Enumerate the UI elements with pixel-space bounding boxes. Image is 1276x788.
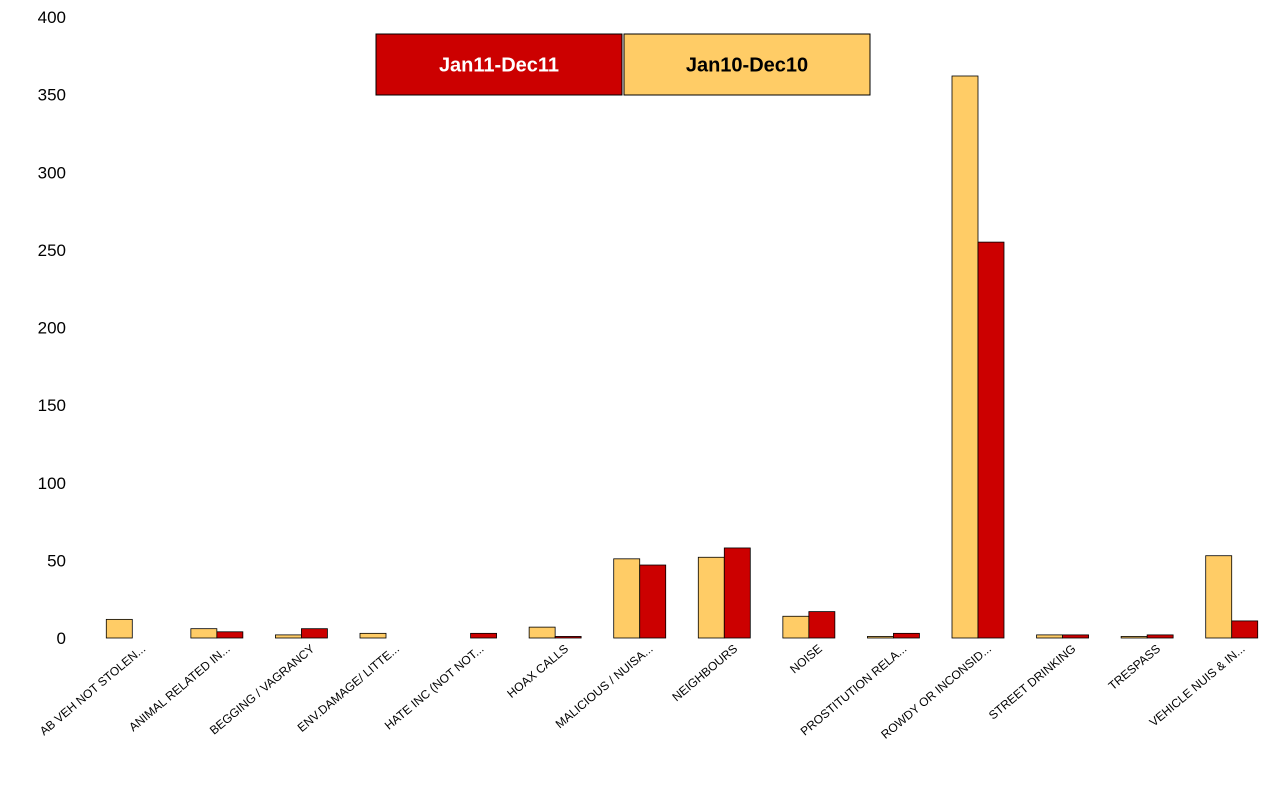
bar-jan10-dec10 (697, 556, 725, 639)
bar-jan11-dec11 (301, 628, 328, 639)
bar-jan10-dec10 (275, 634, 302, 639)
x-tick-label: NEIGHBOURS (669, 642, 740, 705)
y-tick-label: 0 (57, 629, 66, 648)
bar-jan11-dec11 (470, 632, 497, 639)
bar-jan11-dec11 (639, 564, 667, 639)
bar-jan10-dec10 (528, 626, 556, 639)
bar-jan10-dec10 (782, 615, 810, 639)
x-tick-label: VEHICLE NUIS & IN... (1147, 642, 1248, 730)
bars (105, 75, 1259, 639)
x-tick-label: MALICIOUS / NUISA... (553, 642, 656, 732)
bar-jan11-dec11 (1062, 634, 1089, 639)
y-tick-label: 200 (38, 319, 66, 338)
y-axis: 0 50 100 150 200 250 300 350 400 (38, 8, 66, 648)
y-tick-label: 150 (38, 396, 66, 415)
y-tick-label: 100 (38, 474, 66, 493)
legend-swatch (375, 33, 623, 96)
bar-jan10-dec10 (867, 636, 894, 639)
bar-jan10-dec10 (105, 618, 133, 639)
legend: Jan11-Dec11 Jan10-Dec10 (375, 33, 871, 96)
bar-jan11-dec11 (216, 631, 244, 639)
y-tick-label: 250 (38, 241, 66, 260)
bar-jan11-dec11 (1146, 634, 1174, 639)
x-tick-label: TRESPASS (1106, 642, 1163, 693)
x-axis: AB VEH NOT STOLEN...ANIMAL RELATED IN...… (37, 642, 1248, 742)
bar-jan11-dec11 (554, 636, 582, 639)
bar-jan10-dec10 (951, 75, 979, 639)
y-tick-label: 50 (47, 551, 66, 570)
x-tick-label: STREET DRINKING (986, 642, 1079, 723)
bar-jan10-dec10 (359, 632, 387, 639)
bar-jan10-dec10 (1120, 636, 1148, 639)
legend-label: Jan10-Dec10 (686, 55, 808, 77)
bar-jan11-dec11 (808, 611, 836, 639)
bar-jan11-dec11 (723, 547, 751, 639)
x-tick-label: NOISE (787, 642, 825, 677)
legend-swatch (623, 33, 871, 96)
bar-jan11-dec11 (893, 632, 920, 639)
x-tick-label: HOAX CALLS (504, 642, 571, 701)
y-tick-label: 300 (38, 163, 66, 182)
legend-label: Jan11-Dec11 (439, 55, 559, 77)
bar-jan10-dec10 (190, 628, 218, 639)
bar-jan10-dec10 (1205, 555, 1233, 639)
bar-jan11-dec11 (977, 241, 1005, 639)
bar-jan10-dec10 (613, 558, 641, 639)
y-tick-label: 350 (38, 86, 66, 105)
bar-jan11-dec11 (1231, 620, 1259, 639)
bar-jan10-dec10 (1036, 634, 1063, 639)
y-tick-label: 400 (38, 8, 66, 27)
